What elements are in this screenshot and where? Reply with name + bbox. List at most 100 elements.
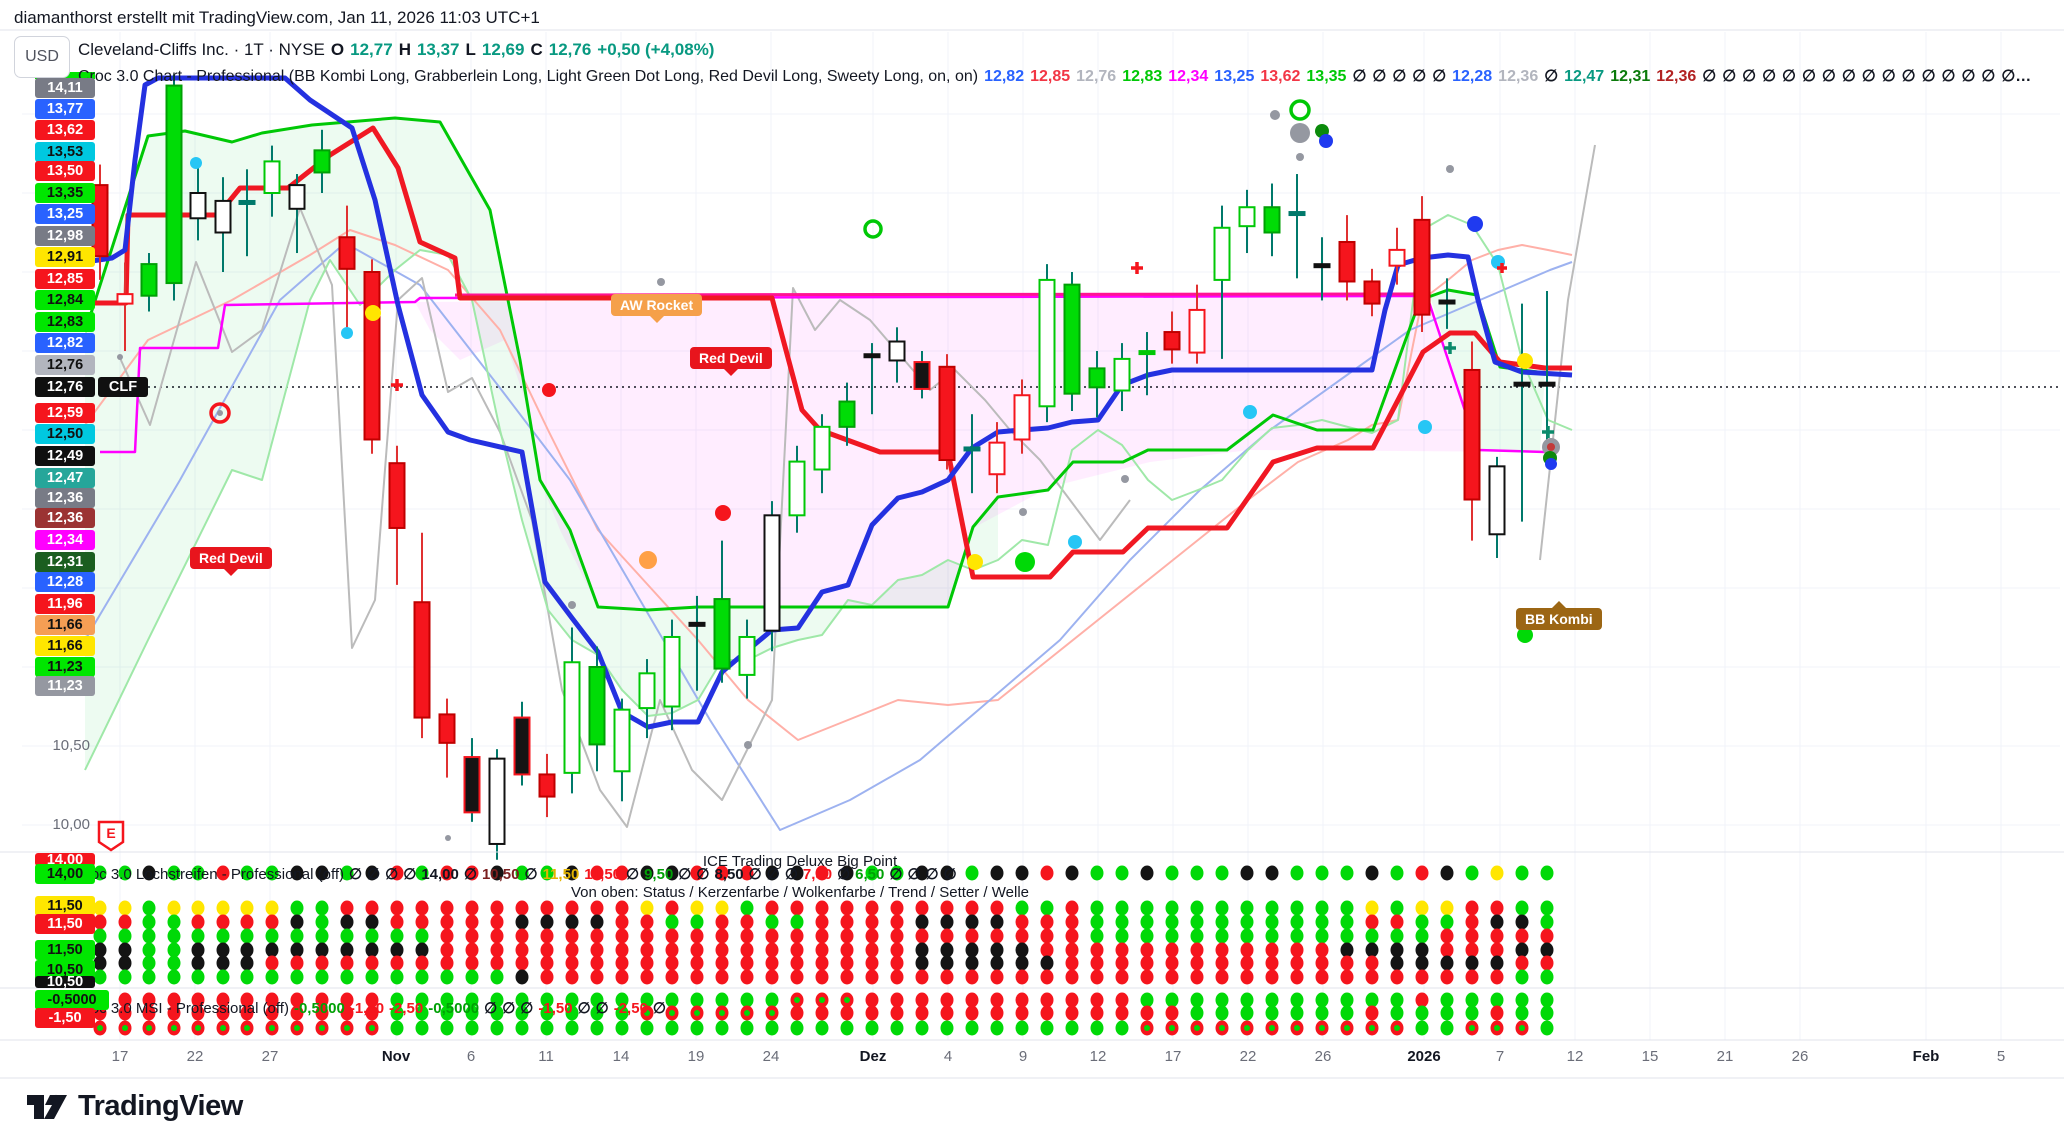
matrix-dot bbox=[1365, 914, 1379, 930]
matrix-dot bbox=[290, 969, 304, 985]
matrix-dot bbox=[765, 942, 779, 958]
matrix-dot bbox=[715, 928, 729, 944]
legend-value: ∅ bbox=[484, 1000, 498, 1017]
event-badge-e[interactable]: E bbox=[97, 820, 125, 852]
matrix-dot bbox=[540, 1005, 554, 1021]
time-axis-tick: Feb bbox=[1912, 1048, 1940, 1065]
matrix-dot bbox=[1065, 928, 1079, 944]
matrix-dot bbox=[118, 1005, 132, 1021]
matrix-dot bbox=[142, 914, 156, 930]
legend-value: ∅ bbox=[1881, 68, 1896, 85]
matrix-dot bbox=[865, 1005, 879, 1021]
price-label: 12,83 bbox=[35, 312, 95, 332]
price-label: -0,5000 bbox=[35, 990, 109, 1010]
panel1-title: ICE Trading Deluxe Big Point bbox=[702, 853, 898, 870]
signal-dot bbox=[1296, 153, 1304, 161]
matrix-dot bbox=[615, 865, 629, 881]
matrix-dot bbox=[1065, 992, 1079, 1008]
matrix-dot bbox=[390, 865, 404, 881]
time-axis-tick: 19 bbox=[687, 1048, 705, 1065]
candle-body bbox=[788, 460, 806, 517]
matrix-dot bbox=[290, 900, 304, 916]
matrix-dot bbox=[690, 955, 704, 971]
matrix-dot bbox=[565, 969, 579, 985]
candle-body bbox=[838, 400, 856, 428]
matrix-dot bbox=[240, 992, 254, 1008]
matrix-dot bbox=[415, 1020, 429, 1036]
matrix-dot bbox=[216, 900, 230, 916]
tradingview-logo[interactable]: TradingView bbox=[26, 1090, 243, 1123]
matrix-dot bbox=[1340, 1005, 1354, 1021]
price-label: 13,35 bbox=[35, 183, 95, 203]
matrix-dot bbox=[1415, 969, 1429, 985]
candle-body bbox=[538, 773, 556, 798]
matrix-dot bbox=[1165, 942, 1179, 958]
panel1-legend[interactable]: Croc 3.0 Lochstreifen - Professional (of… bbox=[75, 865, 967, 883]
matrix-dot bbox=[1215, 969, 1229, 985]
matrix-dot bbox=[790, 969, 804, 985]
signal-dot bbox=[1517, 353, 1533, 369]
time-axis-tick: 17 bbox=[111, 1048, 129, 1065]
matrix-dot bbox=[1140, 865, 1154, 881]
matrix-dot bbox=[142, 928, 156, 944]
matrix-dot bbox=[1240, 865, 1254, 881]
matrix-dot bbox=[1540, 928, 1554, 944]
matrix-dot bbox=[840, 928, 854, 944]
matrix-dot bbox=[365, 914, 379, 930]
legend-value: ∅ bbox=[385, 866, 399, 883]
matrix-dot bbox=[1515, 928, 1529, 944]
matrix-dot bbox=[390, 942, 404, 958]
matrix-dot bbox=[1140, 969, 1154, 985]
matrix-dot bbox=[1515, 1005, 1529, 1021]
candle-body bbox=[488, 757, 506, 845]
matrix-dot bbox=[1290, 928, 1304, 944]
matrix-dot bbox=[1240, 955, 1254, 971]
matrix-dot bbox=[1090, 900, 1104, 916]
legend-value: 12,83 bbox=[1122, 68, 1163, 85]
matrix-dot bbox=[1165, 1005, 1179, 1021]
matrix-dot bbox=[915, 992, 929, 1008]
matrix-dot bbox=[340, 928, 354, 944]
matrix-dot bbox=[715, 942, 729, 958]
matrix-dot bbox=[440, 914, 454, 930]
legend-value: 12,76 bbox=[548, 40, 592, 59]
matrix-dot bbox=[1015, 955, 1029, 971]
legend-value: 12,85 bbox=[1030, 68, 1071, 85]
indicator-legend[interactable]: Croc 3.0 Chart - Professional (BB Kombi … bbox=[78, 66, 2043, 86]
matrix-dot bbox=[1490, 1005, 1504, 1021]
matrix-dot bbox=[690, 928, 704, 944]
matrix-dot bbox=[565, 865, 579, 881]
price-label: 11,50 bbox=[35, 914, 95, 934]
matrix-dot bbox=[1015, 900, 1029, 916]
panel2-legend[interactable]: Croc 3.0 MSI - Professional (off) -0,5000… bbox=[75, 999, 676, 1017]
legend-value: 9,50 bbox=[644, 866, 674, 883]
signal-dot bbox=[1019, 508, 1027, 516]
currency-button[interactable]: USD bbox=[14, 36, 70, 78]
legend-value: ∅ bbox=[1702, 68, 1717, 85]
matrix-dot bbox=[1015, 992, 1029, 1008]
matrix-dot bbox=[915, 1020, 929, 1036]
matrix-dot bbox=[515, 928, 529, 944]
matrix-dot bbox=[142, 969, 156, 985]
matrix-dot bbox=[1390, 955, 1404, 971]
matrix-dot bbox=[640, 865, 654, 881]
symbol-legend[interactable]: Cleveland-Cliffs Inc. · 1T · NYSE O 12,77 H… bbox=[78, 40, 726, 60]
matrix-dot bbox=[1415, 1005, 1429, 1021]
price-label: 12,47 bbox=[35, 468, 95, 488]
matrix-dot bbox=[515, 1005, 529, 1021]
matrix-dot bbox=[940, 955, 954, 971]
matrix-dot bbox=[540, 942, 554, 958]
legend-value: ∅ bbox=[577, 1000, 591, 1017]
matrix-dot bbox=[315, 900, 329, 916]
matrix-dot bbox=[1290, 992, 1304, 1008]
matrix-dot bbox=[1165, 969, 1179, 985]
matrix-dot bbox=[1090, 955, 1104, 971]
matrix-dot bbox=[1215, 900, 1229, 916]
matrix-dot bbox=[865, 865, 879, 881]
time-axis-tick: 11 bbox=[538, 1048, 554, 1065]
matrix-dot bbox=[1365, 865, 1379, 881]
matrix-dot bbox=[1315, 969, 1329, 985]
matrix-dot bbox=[715, 900, 729, 916]
legend-value: ∅… bbox=[2001, 68, 2032, 85]
